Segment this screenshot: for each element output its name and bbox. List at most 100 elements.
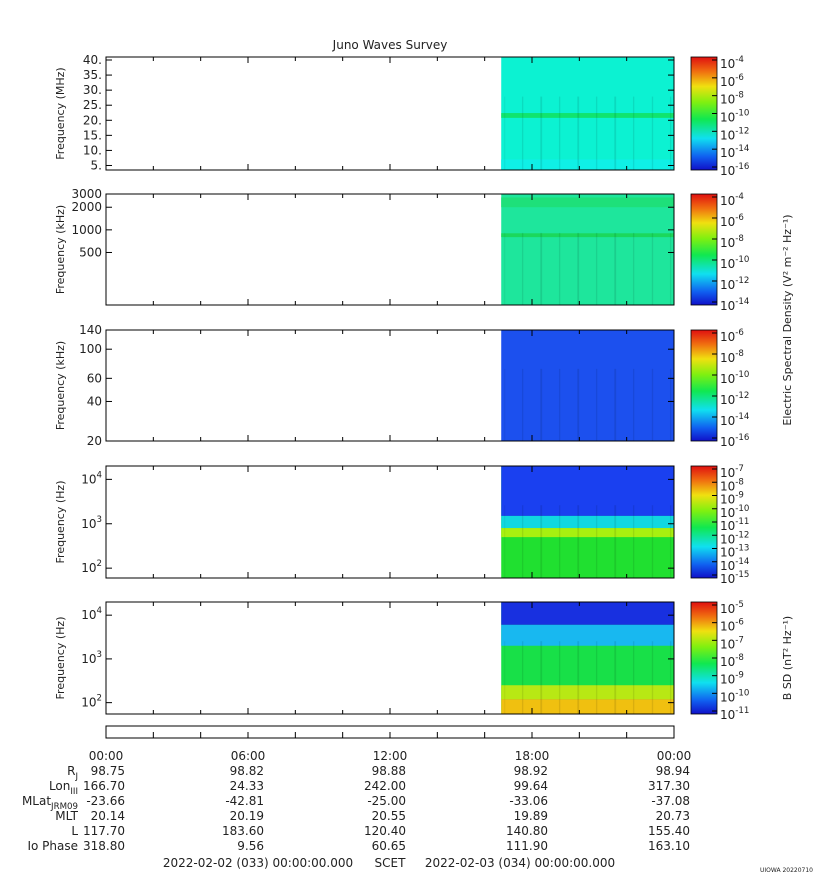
y-tick-label: 102 — [81, 559, 102, 575]
y-tick-label: 2000 — [71, 200, 102, 214]
colorbar-tick-label: 10-8 — [720, 653, 744, 669]
y-tick-label: 103 — [81, 650, 102, 666]
colorbar-tick-label: 10-13 — [720, 544, 749, 560]
spectrogram-streak — [577, 96, 579, 170]
spectrogram-streak — [670, 641, 672, 714]
colorbar-tick-label: 10-12 — [720, 391, 749, 407]
chart-title: Juno Waves Survey — [332, 38, 448, 52]
y-tick-label: 140 — [79, 323, 102, 337]
ephemeris-row-label: MLatJRM09 — [22, 794, 78, 812]
ephemeris-value: 117.70 — [83, 824, 125, 838]
y-tick-label: 20. — [83, 113, 102, 127]
spectrogram-streak — [633, 641, 635, 714]
spectrogram-streak — [540, 641, 542, 714]
spectrogram-streak — [522, 96, 524, 170]
ephemeris-value: -23.66 — [86, 794, 125, 808]
spectrogram-band — [501, 197, 674, 208]
spectrogram-streak — [652, 641, 654, 714]
spectrogram-streak — [577, 641, 579, 714]
spectrogram-streak — [632, 641, 634, 714]
colorbar-unit-label: Electric Spectral Density (V² m⁻² Hz⁻¹) — [781, 214, 794, 425]
colorbar-tick-label: 10-6 — [720, 213, 744, 229]
spectrogram-streak — [615, 641, 617, 714]
spectrogram-streak — [540, 505, 542, 578]
spectrogram-streak — [632, 505, 634, 578]
spectrogram-streak — [558, 641, 560, 714]
colorbar-5: 10-5 10-610-7 10-8 10-910-10 10-11 B SD (nT² … — [690, 600, 794, 722]
colorbar-tick-label: 10-7 — [720, 464, 744, 480]
time-tick-label: 00:00 — [657, 749, 692, 763]
spectrogram-streak — [651, 96, 653, 170]
colorbar-tick-label: 10-6 — [720, 73, 744, 89]
y-tick-label: 104 — [81, 470, 102, 486]
y-axis-label: Frequency (Hz) — [54, 617, 67, 700]
y-tick-label: 102 — [81, 694, 102, 710]
colorbar-tick-label: 10-4 — [720, 192, 744, 208]
spectrogram-streak — [558, 232, 560, 305]
spectrogram-streak — [651, 232, 653, 305]
colorbar-tick-label: 10-6 — [720, 618, 744, 634]
spectrogram-streak — [670, 505, 672, 578]
spectrogram-streak — [614, 505, 616, 578]
ephemeris-value: 20.14 — [91, 809, 125, 823]
ephemeris-row-label: MLT — [55, 809, 78, 823]
ephemeris-value: 98.88 — [372, 764, 406, 778]
spectrogram-band — [501, 685, 674, 700]
spectrogram-streak — [577, 368, 579, 441]
spectrogram-band — [501, 699, 674, 714]
ephemeris-value: 98.75 — [91, 764, 125, 778]
ephemeris-value: 19.89 — [514, 809, 548, 823]
spectrogram-streak — [669, 232, 671, 305]
spectrogram-streak — [614, 232, 616, 305]
ephemeris-value: 183.60 — [222, 824, 264, 838]
spectrogram-streak — [504, 368, 506, 441]
colorbar-tick-label: 10-9 — [720, 491, 744, 507]
spectrogram-band — [501, 113, 674, 118]
panel-3: 140 100 60 40 20 Frequency (kHz) — [54, 323, 675, 448]
footer-start-time: 2022-02-02 (033) 00:00:00.000 — [163, 856, 353, 870]
spectrogram-streak — [670, 232, 672, 305]
colorbar-tick-label: 10-12 — [720, 530, 749, 546]
spectrogram-streak — [669, 96, 671, 170]
spectrogram-streak — [522, 368, 524, 441]
spectrogram-streak — [522, 505, 524, 578]
spectrogram-band — [501, 602, 674, 625]
ephemeris-row-label: L — [71, 824, 78, 838]
spectrogram-streak — [577, 505, 579, 578]
spectrogram-streak — [595, 96, 597, 170]
y-tick-label: 25. — [83, 98, 102, 112]
spectrogram-streak — [633, 232, 635, 305]
spectrogram-streak — [669, 641, 671, 714]
spectrogram-streak — [559, 368, 561, 441]
spectrogram-streak — [651, 505, 653, 578]
spectrogram-streak — [541, 232, 543, 305]
ephemeris-value: -33.06 — [509, 794, 548, 808]
colorbar-2: 10-4 10-6 10-8 10-10 10-12 10-14 Electric Spec… — [690, 192, 794, 426]
spectrogram-streak — [559, 96, 561, 170]
ephemeris-value: 99.64 — [514, 779, 548, 793]
spectrogram-streak — [578, 641, 580, 714]
colorbar-3: 10-6 10-8 10-10 10-12 10-14 10-16 — [690, 328, 749, 449]
spectrogram-streak — [540, 505, 542, 578]
spectrogram-streak — [595, 505, 597, 578]
colorbar-tick-label: 10-10 — [720, 370, 749, 386]
spectrogram-streak — [540, 368, 542, 441]
colorbar-tick-label: 10-11 — [720, 517, 749, 533]
spectrogram-streak — [578, 368, 580, 441]
spectrogram-streak — [615, 505, 617, 578]
spectrogram-streak — [540, 368, 542, 441]
spectrogram-streak — [596, 232, 598, 305]
y-tick-label: 60 — [87, 371, 102, 385]
spectrogram-streak — [558, 96, 560, 170]
spectrogram-streak — [540, 96, 542, 170]
spectrogram-streak — [669, 368, 671, 441]
colorbar-gradient — [690, 193, 718, 306]
colorbar-tick-label: 10-10 — [720, 109, 749, 125]
colorbar-tick-label: 10-12 — [720, 276, 749, 292]
spectrogram-streak — [540, 641, 542, 714]
spectrogram-streak — [577, 505, 579, 578]
y-tick-label: 500 — [79, 245, 102, 259]
spectrogram-streak — [632, 96, 634, 170]
